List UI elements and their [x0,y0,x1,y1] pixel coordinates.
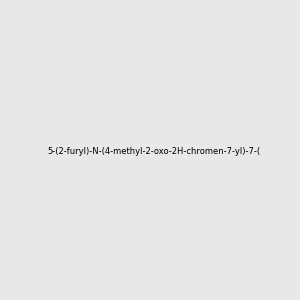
Text: 5-(2-furyl)-N-(4-methyl-2-oxo-2H-chromen-7-yl)-7-(: 5-(2-furyl)-N-(4-methyl-2-oxo-2H-chromen… [47,147,260,156]
